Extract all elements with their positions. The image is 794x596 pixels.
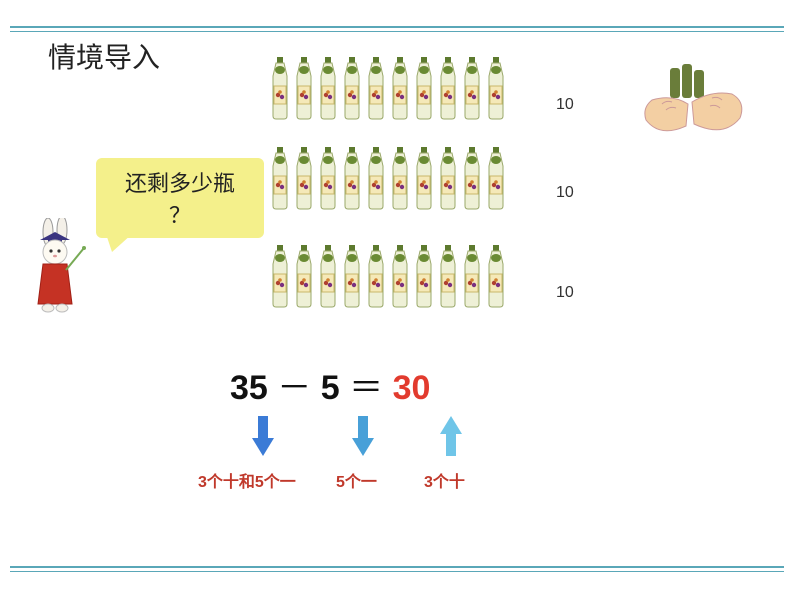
- bottle-icon: [436, 56, 460, 120]
- bottle-icon: [340, 146, 364, 215]
- row-label-1: 10: [556, 96, 574, 114]
- bottle-icon: [316, 146, 340, 210]
- bottle-icon: [268, 56, 292, 120]
- bottle-icon: [412, 56, 436, 120]
- bottle-icon: [412, 244, 436, 313]
- arrow-down-icon: [352, 416, 374, 461]
- arrow-up-icon: [440, 416, 462, 461]
- bottle-icon: [388, 244, 412, 313]
- bottle-icon: [436, 244, 460, 313]
- bottle-icon: [412, 244, 436, 308]
- bottle-icon: [460, 244, 484, 308]
- bottle-row: [268, 244, 508, 313]
- bottle-icon: [364, 56, 388, 120]
- bottle-icon: [484, 146, 508, 210]
- bottle-icon: [268, 146, 292, 215]
- bottle-icon: [460, 146, 484, 210]
- bottle-icon: [436, 244, 460, 308]
- page-title: 情境导入: [48, 36, 160, 76]
- bottle-icon: [292, 56, 316, 125]
- bottle-icon: [268, 146, 292, 210]
- bottle-icon: [316, 244, 340, 308]
- bottle-icon: [484, 146, 508, 215]
- bottle-icon: [412, 146, 436, 215]
- equation-part: ＝: [340, 369, 393, 407]
- bottle-icon: [340, 146, 364, 210]
- bottle-icon: [484, 56, 508, 125]
- hands-holding-bottles-icon: [632, 60, 752, 155]
- bottle-icon: [460, 56, 484, 125]
- bottle-row: [268, 56, 508, 125]
- bottle-icon: [316, 56, 340, 120]
- bottle-icon: [268, 56, 292, 125]
- bottle-icon: [388, 56, 412, 120]
- bottle-icon: [364, 244, 388, 313]
- bottle-icon: [436, 56, 460, 125]
- rabbit-teacher-icon: [26, 218, 88, 319]
- bottle-icon: [484, 56, 508, 120]
- explain-3: 3个十: [424, 468, 465, 492]
- bottle-icon: [292, 146, 316, 210]
- bottle-icon: [268, 244, 292, 313]
- bottle-icon: [292, 244, 316, 308]
- bottle-icon: [340, 244, 364, 308]
- equation-part: 5: [321, 369, 340, 407]
- bottle-icon: [460, 244, 484, 313]
- bottle-icon: [340, 244, 364, 313]
- bottle-icon: [388, 244, 412, 308]
- bottle-icon: [484, 244, 508, 313]
- bottle-icon: [364, 146, 388, 210]
- bottle-icon: [292, 244, 316, 313]
- equation-part: －: [268, 369, 321, 407]
- bottle-icon: [460, 56, 484, 120]
- equation: 35 － 5 ＝ 30: [230, 360, 430, 409]
- top-rule: [10, 26, 784, 32]
- equation-part: 30: [393, 369, 431, 407]
- bottle-icon: [388, 146, 412, 210]
- row-label-2: 10: [556, 184, 574, 202]
- bottle-icon: [364, 244, 388, 308]
- bubble-line1: 还剩多少瓶: [108, 166, 252, 198]
- bottle-icon: [292, 56, 316, 120]
- bottle-icon: [412, 56, 436, 125]
- bottom-rule: [10, 566, 784, 572]
- equation-part: 35: [230, 369, 268, 407]
- bottle-icon: [340, 56, 364, 120]
- bottle-icon: [364, 146, 388, 215]
- row-label-3: 10: [556, 284, 574, 302]
- bottle-row: [268, 146, 508, 215]
- bottle-icon: [292, 146, 316, 215]
- arrow-down-icon: [252, 416, 274, 461]
- bottle-icon: [316, 56, 340, 125]
- speech-bubble: 还剩多少瓶 ？: [96, 158, 264, 238]
- bottle-icon: [268, 244, 292, 308]
- bottle-icon: [316, 146, 340, 215]
- bottle-icon: [364, 56, 388, 125]
- bottle-icon: [484, 244, 508, 308]
- bottle-icon: [388, 146, 412, 215]
- bottle-icon: [460, 146, 484, 215]
- bubble-line2: ？: [108, 198, 252, 230]
- explain-1: 3个十和5个一: [198, 468, 296, 492]
- bottle-icon: [412, 146, 436, 210]
- explain-2: 5个一: [336, 468, 377, 492]
- bottle-icon: [436, 146, 460, 215]
- bottle-icon: [340, 56, 364, 125]
- bottle-icon: [316, 244, 340, 313]
- bottle-icon: [388, 56, 412, 125]
- bottle-icon: [436, 146, 460, 210]
